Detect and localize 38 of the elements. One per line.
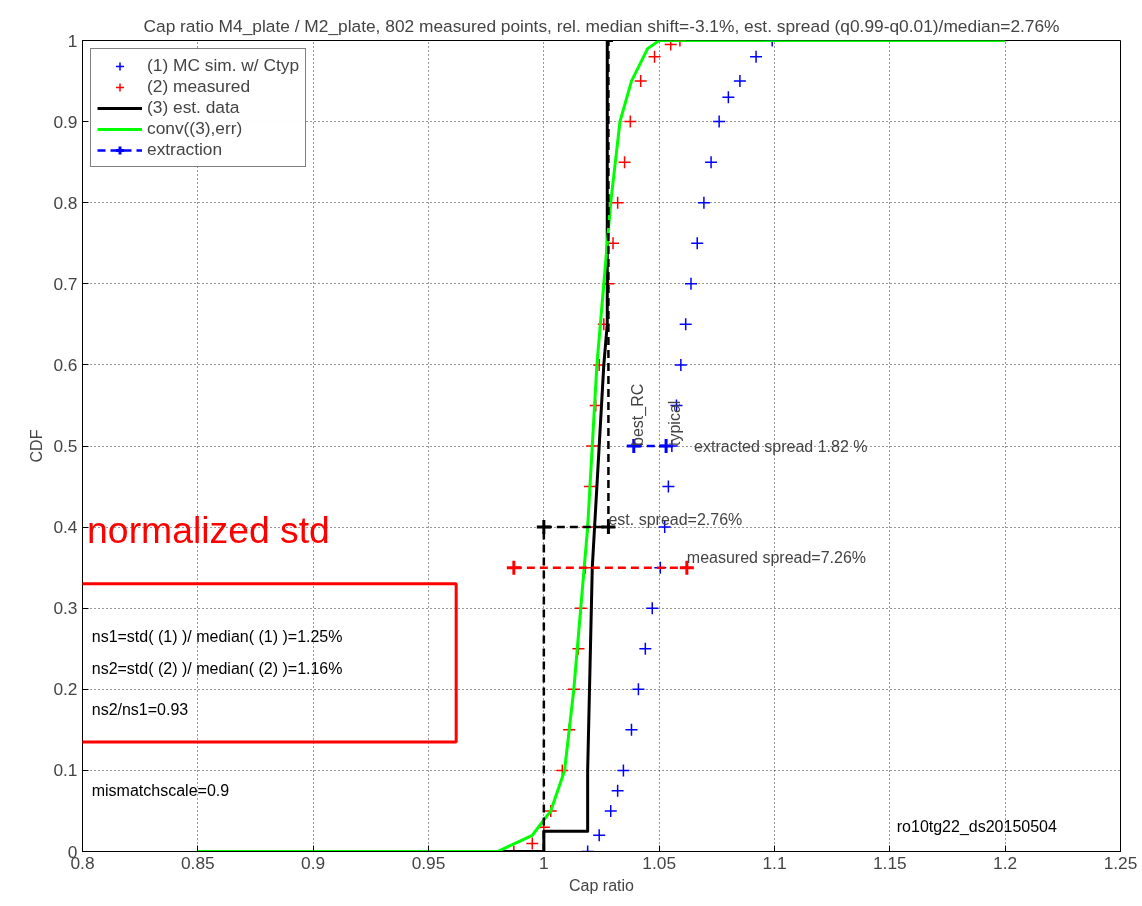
x-tick-label: 1.1 bbox=[762, 852, 787, 873]
chart-title: Cap ratio M4_plate / M2_plate, 802 measured points, rel. median shift=-3.1%, est. spread (q0.99-q0.01)/median=2.76% bbox=[143, 15, 1060, 36]
y-tick-label: 0.1 bbox=[53, 760, 78, 781]
y-tick-label: 0.2 bbox=[53, 679, 78, 700]
x-axis-title: Cap ratio bbox=[569, 876, 635, 894]
annotation: mismatchscale=0.9 bbox=[91, 781, 230, 799]
x-tick-label: 0.9 bbox=[301, 852, 326, 873]
y-tick-label: 0.4 bbox=[53, 517, 78, 538]
y-tick-label: 0.5 bbox=[53, 436, 78, 456]
annotation: measured spread=7.26% bbox=[686, 549, 867, 567]
x-tick-label: 0.95 bbox=[411, 852, 446, 873]
annotation: ro10tg22_ds20150504 bbox=[896, 818, 1057, 837]
legend-label: (1) MC sim. w/ Ctyp bbox=[147, 55, 300, 76]
x-tick-label: 1.05 bbox=[642, 852, 677, 873]
x-tick-label: 0.85 bbox=[180, 852, 215, 873]
annotation: typical bbox=[665, 400, 683, 446]
annotation: extracted spread 1.82 % bbox=[694, 437, 868, 455]
y-axis-title: CDF bbox=[28, 429, 46, 463]
x-tick-label: 1.25 bbox=[1103, 852, 1138, 873]
legend-label: (2) measured bbox=[147, 76, 251, 97]
y-tick-label: 0.8 bbox=[53, 192, 78, 213]
y-tick-label: 0.9 bbox=[53, 111, 78, 132]
x-tick-label: 1 bbox=[539, 852, 549, 873]
annotation: normalized std bbox=[87, 509, 330, 552]
y-tick-label: 0.3 bbox=[53, 598, 78, 619]
legend-label: conv((3),err) bbox=[147, 118, 243, 139]
annotation: ns2=std( (2) )/ median( (2) )=1.16% bbox=[91, 660, 343, 678]
legend-label: (3) est. data bbox=[147, 97, 240, 118]
x-tick-label: 1.2 bbox=[993, 852, 1018, 873]
annotation: ns1=std( (1) )/ median( (1) )=1.25% bbox=[91, 627, 343, 645]
y-tick-label: 0.6 bbox=[53, 354, 78, 375]
annotation: est. spread=2.76% bbox=[608, 510, 743, 528]
annotation: ns2/ns1=0.93 bbox=[91, 700, 189, 718]
legend-label: extraction bbox=[147, 139, 223, 160]
y-tick-label: 0.7 bbox=[53, 273, 78, 294]
annotation: best_RC bbox=[628, 383, 647, 446]
y-tick-label: 1 bbox=[67, 30, 78, 51]
x-tick-label: 1.15 bbox=[872, 852, 907, 873]
